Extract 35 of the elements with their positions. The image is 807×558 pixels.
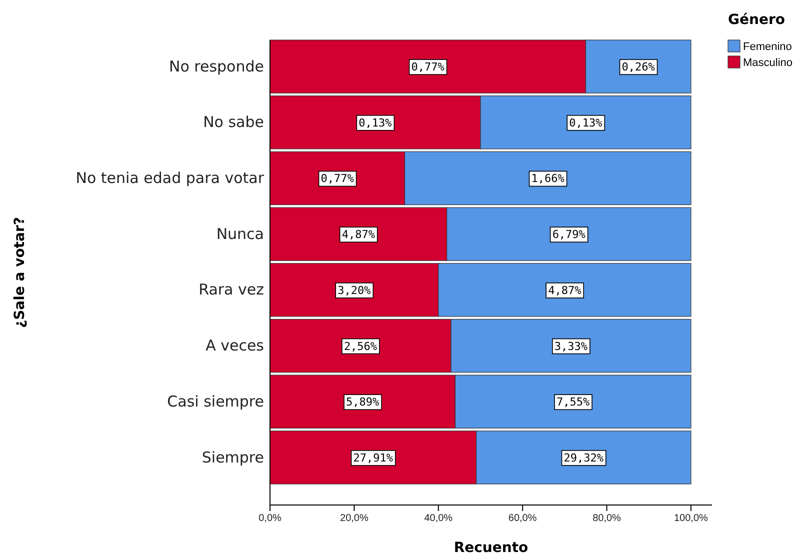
y-tick-label: No sabe — [203, 113, 264, 132]
annotation: 7,55% — [556, 396, 590, 409]
annotation: 0,13% — [569, 116, 603, 130]
annotation: 0,77% — [320, 172, 354, 186]
y-tick-label: Casi siempre — [167, 392, 264, 410]
y-tick-label: Rara vez — [198, 280, 264, 299]
annotation: 1,66% — [531, 172, 565, 186]
legend-label: Femenino — [743, 41, 792, 53]
x-tick-label: 60,0% — [508, 513, 537, 524]
annotation: 0,13% — [358, 116, 392, 130]
annotation: 5,89% — [346, 396, 380, 409]
x-tick-label: 0,0% — [258, 513, 282, 524]
y-tick-label: A veces — [206, 336, 264, 355]
legend-label: Masculino — [743, 57, 793, 69]
y-axis-title: ¿Sale a votar? — [12, 216, 28, 328]
annotation: 3,33% — [554, 340, 588, 353]
x-tick-label: 20,0% — [340, 513, 368, 524]
annotation: 4,87% — [342, 228, 376, 242]
x-axis-title: Recuento — [454, 540, 529, 556]
annotation: 4,87% — [548, 284, 582, 297]
annotation: 2,56% — [344, 340, 378, 353]
legend-title: Género — [728, 12, 786, 28]
annotation: 0,77% — [411, 60, 445, 74]
y-tick-label: No tenia edad para votar — [76, 169, 265, 188]
annotation: 6,79% — [552, 228, 586, 242]
y-tick-label: No responde — [168, 57, 264, 76]
annotation: 3,20% — [338, 284, 372, 297]
x-tick-label: 100,0% — [674, 513, 708, 524]
annotation: 29,32% — [564, 451, 604, 464]
annotation: 0,26% — [622, 60, 656, 74]
annotation: 27,91% — [353, 451, 394, 464]
x-tick-label: 80,0% — [592, 513, 622, 524]
x-tick-label: 40,0% — [424, 513, 453, 524]
y-tick-label: Siempre — [202, 448, 264, 466]
y-tick-label: Nunca — [216, 224, 264, 243]
